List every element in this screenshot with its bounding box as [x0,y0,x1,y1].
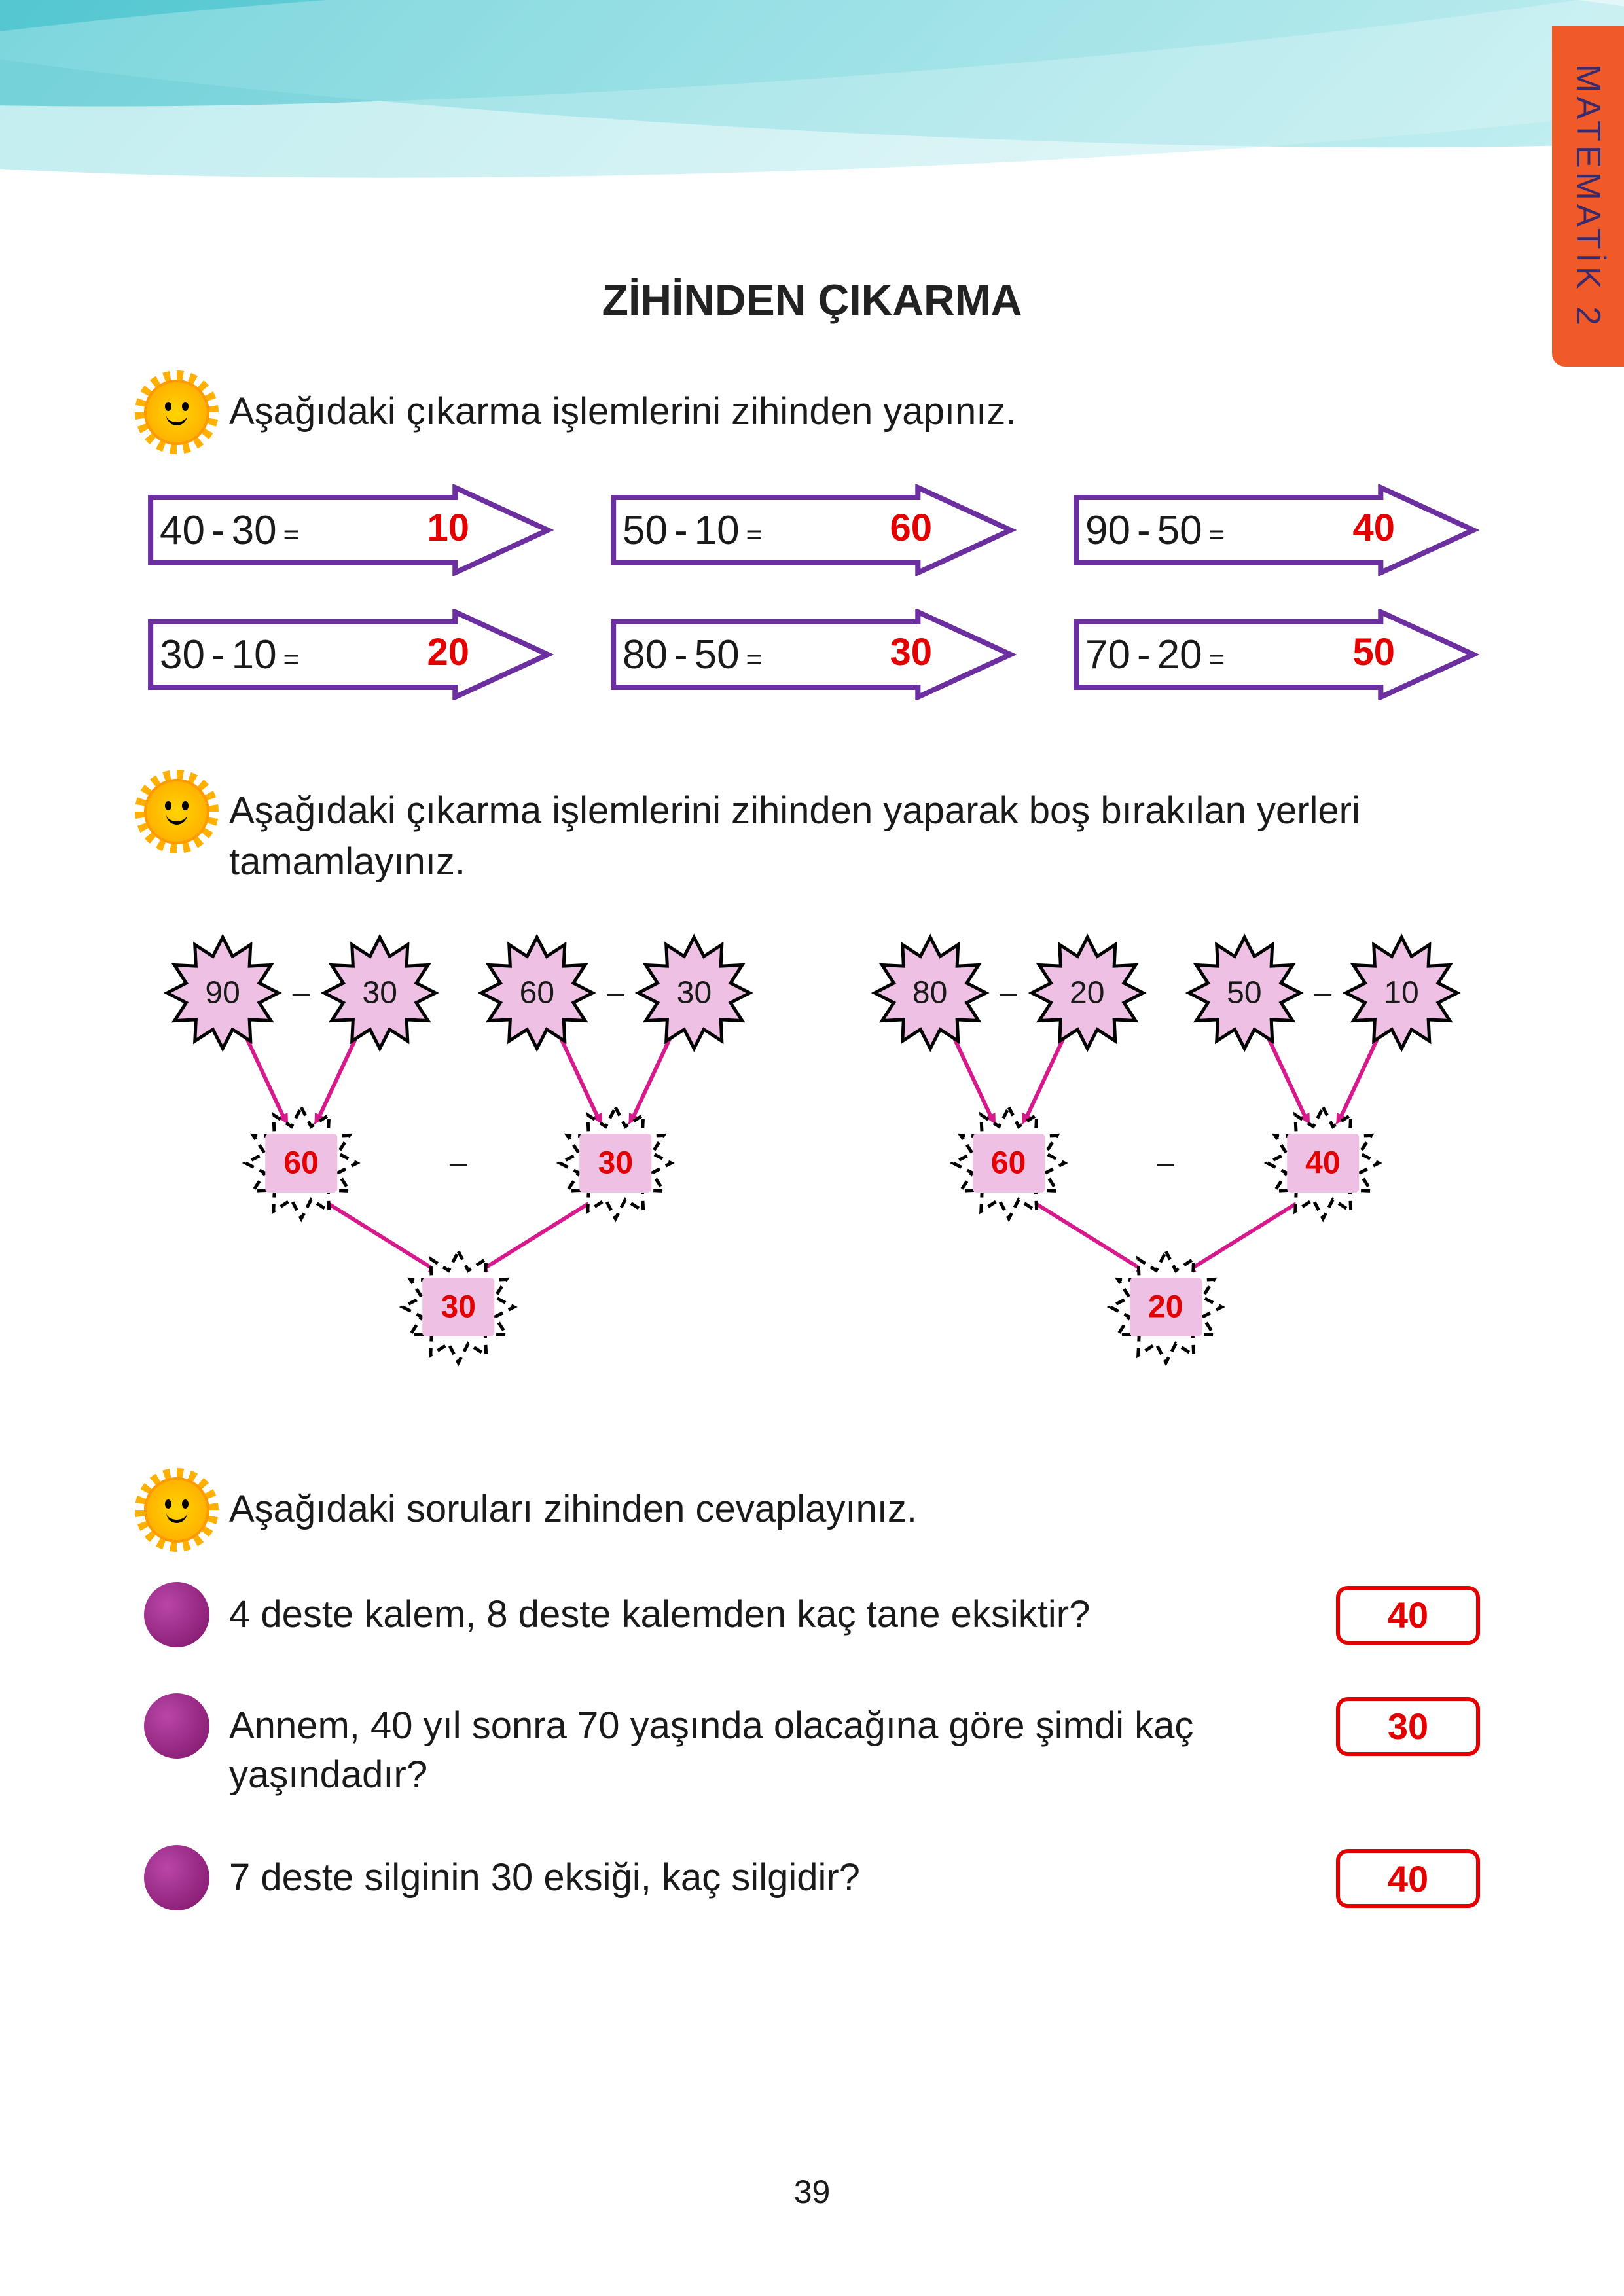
arrow-problem: 30 - 10 = 20 [144,609,554,700]
subtraction-tree: 90 30 60 30 – – 60 30 – 30 [144,927,773,1386]
minus-symbol: – [1314,975,1332,1011]
question-text: 4 deste kalem, 8 deste kalemden kaç tane… [229,1582,1316,1639]
tree-diagrams: 90 30 60 30 – – 60 30 – 30 80 20 50 10 – – 60 40 – 20 [144,927,1480,1386]
arrow-problem: 50 - 10 = 60 [607,484,1017,576]
arrow-answer: 10 [427,506,469,550]
arrow-problem: 90 - 50 = 40 [1070,484,1480,576]
instruction-questions: Aşağıdaki soruları zihinden cevaplayınız… [144,1477,1480,1543]
tree-answer: 60 [283,1145,318,1181]
tree-value: 80 [912,975,947,1011]
arrow-answer: 50 [1352,630,1395,674]
instruction-trees: Aşağıdaki çıkarma işlemlerini zihinden y… [144,779,1480,888]
tree-value: 30 [677,975,712,1011]
arrow-answer: 40 [1352,506,1395,550]
tree-answer: 20 [1148,1289,1183,1325]
tree-value: 20 [1070,975,1104,1011]
tree-answer: 60 [991,1145,1026,1181]
arrow-answer: 20 [427,630,469,674]
sun-icon [144,779,209,844]
question-text: 7 deste silginin 30 eksiği, kaç silgidir… [229,1845,1316,1902]
question-bullet-icon [144,1693,209,1759]
arrow-problem: 40 - 30 = 10 [144,484,554,576]
tree-answer: 30 [441,1289,476,1325]
question-answer: 30 [1336,1697,1480,1756]
question-row: Annem, 40 yıl sonra 70 yaşında olacağına… [144,1693,1480,1800]
question-row: 4 deste kalem, 8 deste kalemden kaç tane… [144,1582,1480,1647]
question-text: Annem, 40 yıl sonra 70 yaşında olacağına… [229,1693,1316,1800]
minus-symbol: – [293,975,310,1011]
question-answer: 40 [1336,1586,1480,1645]
tree-value: 90 [205,975,240,1011]
content: Aşağıdaki çıkarma işlemlerini zihinden y… [144,380,1480,1910]
question-list: 4 deste kalem, 8 deste kalemden kaç tane… [144,1582,1480,1911]
minus-symbol: – [607,975,624,1011]
instruction-trees-text: Aşağıdaki çıkarma işlemlerini zihinden y… [229,779,1480,888]
page-title: ZİHİNDEN ÇIKARMA [602,275,1022,325]
tree-value: 10 [1384,975,1418,1011]
subtraction-tree: 80 20 50 10 – – 60 40 – 20 [852,927,1481,1386]
sun-icon [144,1477,209,1543]
minus-symbol: – [1000,975,1017,1011]
tree-answer: 40 [1305,1145,1340,1181]
tree-answer: 30 [598,1145,633,1181]
tree-value: 50 [1227,975,1261,1011]
instruction-questions-text: Aşağıdaki soruları zihinden cevaplayınız… [229,1477,917,1535]
tree-value: 30 [362,975,397,1011]
instruction-arrows: Aşağıdaki çıkarma işlemlerini zihinden y… [144,380,1480,445]
tree-value: 60 [520,975,554,1011]
arrow-problem: 70 - 20 = 50 [1070,609,1480,700]
sun-icon [144,380,209,445]
arrow-answer: 60 [890,506,932,550]
subject-tab-label: MATEMATİK 2 [1568,64,1608,329]
minus-symbol: – [450,1145,467,1181]
question-bullet-icon [144,1845,209,1910]
page-number: 39 [794,2173,831,2211]
arrow-answer: 30 [890,630,932,674]
minus-symbol: – [1157,1145,1174,1181]
subject-tab: MATEMATİK 2 [1552,26,1624,367]
instruction-arrows-text: Aşağıdaki çıkarma işlemlerini zihinden y… [229,380,1016,437]
arrow-problem: 80 - 50 = 30 [607,609,1017,700]
arrow-grid: 40 - 30 = 10 50 - 10 = 60 90 - 50 = 40 3… [144,484,1480,700]
question-answer: 40 [1336,1849,1480,1908]
question-row: 7 deste silginin 30 eksiği, kaç silgidir… [144,1845,1480,1910]
question-bullet-icon [144,1582,209,1647]
